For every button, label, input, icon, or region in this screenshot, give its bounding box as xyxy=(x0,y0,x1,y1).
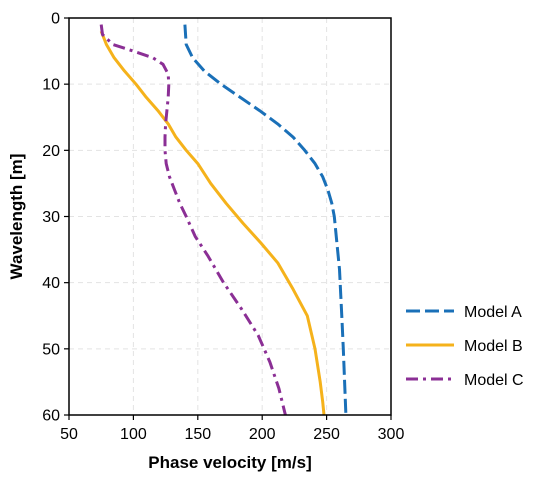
legend-label-model-a: Model A xyxy=(464,304,522,321)
y-axis-title: Wavelength [m] xyxy=(7,154,26,280)
y-tick-label: 0 xyxy=(51,11,60,28)
y-tick-label: 30 xyxy=(42,209,60,226)
y-axis-ticks: 0 10 20 30 40 50 60 xyxy=(42,11,69,425)
series-line-model-a xyxy=(183,24,348,416)
legend-label-model-c: Model C xyxy=(464,372,524,389)
y-tick-label: 20 xyxy=(42,143,60,160)
legend-label-model-b: Model B xyxy=(464,338,523,355)
x-tick-label: 300 xyxy=(378,426,405,443)
y-tick-label: 40 xyxy=(42,275,60,292)
series-line-model-b xyxy=(99,30,326,416)
series-line-model-c xyxy=(99,24,287,416)
x-tick-label: 150 xyxy=(184,426,211,443)
y-tick-label: 60 xyxy=(42,408,60,425)
x-axis-title: Phase velocity [m/s] xyxy=(148,453,311,472)
y-tick-label: 50 xyxy=(42,341,60,358)
series-lines xyxy=(99,24,348,416)
y-tick-label: 10 xyxy=(42,77,60,94)
grid-lines xyxy=(69,18,391,415)
x-tick-label: 100 xyxy=(120,426,147,443)
x-tick-label: 50 xyxy=(60,426,78,443)
x-tick-label: 200 xyxy=(249,426,276,443)
x-axis-ticks: 50 100 150 200 250 300 xyxy=(60,415,404,443)
legend: Model A Model B Model C xyxy=(406,304,524,389)
x-tick-label: 250 xyxy=(313,426,340,443)
